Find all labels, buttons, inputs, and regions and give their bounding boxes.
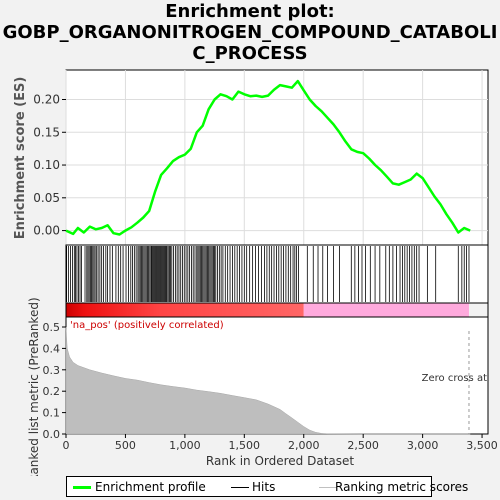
metric-y-tick-label: 0.4 xyxy=(43,342,61,355)
metric-y-tick-label: 0.0 xyxy=(43,428,61,441)
es-line-group xyxy=(65,79,471,236)
x-tick-label: 2,000 xyxy=(288,439,320,452)
es-y-axis-label: Enrichment score (ES) xyxy=(13,77,28,240)
legend-enrichment-swatch xyxy=(73,486,91,489)
metric-area xyxy=(65,326,471,435)
legend-hits-swatch xyxy=(231,487,249,488)
x-axis-ticks: 0 500 1,000 1,500 2,000 2,500 3,000 3,500 xyxy=(63,434,498,452)
metric-area-group xyxy=(65,326,471,435)
legend: Enrichment profile Hits Ranking metric s… xyxy=(66,476,468,497)
es-series-line xyxy=(65,79,471,236)
zero-cross-label: Zero cross at xyxy=(422,373,487,384)
x-tick-label: 3,000 xyxy=(407,439,439,452)
metric-y-axis-label: Ranked list metric (PreRanked) xyxy=(27,297,41,476)
chart-title: Enrichment plot: GOBP_ORGANONITROGEN_COM… xyxy=(0,1,500,64)
es-y-tick-label: 0.20 xyxy=(33,92,60,106)
legend-hits-label: Hits xyxy=(252,480,276,494)
positive-band xyxy=(66,303,304,317)
es-y-tick-label: 0.00 xyxy=(33,224,60,238)
negative-band xyxy=(303,303,469,317)
legend-metric-label: Ranking metric scores xyxy=(335,480,469,494)
metric-y-tick-label: 0.5 xyxy=(43,321,61,334)
metric-y-tick-label: 0.3 xyxy=(43,364,61,377)
title-line-3: C_PROCESS xyxy=(192,43,308,64)
legend-metric-swatch xyxy=(319,487,337,488)
es-panel xyxy=(65,69,489,246)
x-tick-label: 1,000 xyxy=(169,439,201,452)
es-y-tick-label: 0.15 xyxy=(33,125,60,139)
x-tick-label: 0 xyxy=(63,439,70,452)
positive-correlation-label: 'na_pos' (positively correlated) xyxy=(70,320,224,331)
x-tick-label: 500 xyxy=(115,439,136,452)
es-y-ticks: 0.00 0.05 0.10 0.15 0.20 xyxy=(33,92,66,238)
es-y-tick-label: 0.05 xyxy=(33,191,60,205)
x-axis-label: Rank in Ordered Dataset xyxy=(206,454,354,468)
enrichment-plot: 0.000.050.100.150.20 Enrichment score (E… xyxy=(13,69,498,476)
metric-y-tick-label: 0.2 xyxy=(43,385,61,398)
hits-panel xyxy=(65,244,489,304)
x-tick-label: 2,500 xyxy=(347,439,379,452)
legend-enrichment-label: Enrichment profile xyxy=(95,480,206,494)
metric-y-ticks: 0.0 0.1 0.2 0.3 0.4 0.5 xyxy=(43,321,66,441)
metric-y-tick-label: 0.1 xyxy=(43,407,61,420)
title-line-2: GOBP_ORGANONITROGEN_COMPOUND_CATABOLI xyxy=(2,22,498,43)
x-tick-label: 3,500 xyxy=(466,439,498,452)
hits-group xyxy=(66,246,470,302)
title-line-1: Enrichment plot: xyxy=(165,1,335,22)
es-y-tick-label: 0.10 xyxy=(33,158,60,172)
x-tick-label: 1,500 xyxy=(229,439,261,452)
